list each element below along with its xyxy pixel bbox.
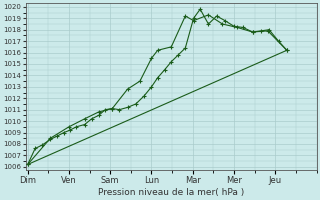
X-axis label: Pression niveau de la mer( hPa ): Pression niveau de la mer( hPa )	[98, 188, 244, 197]
